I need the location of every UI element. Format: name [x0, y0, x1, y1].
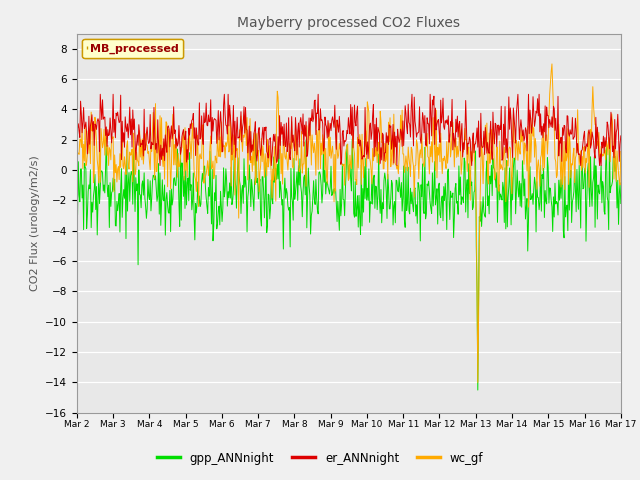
- Y-axis label: CO2 Flux (urology/m2/s): CO2 Flux (urology/m2/s): [29, 156, 40, 291]
- Legend: MB_processed: MB_processed: [83, 39, 183, 58]
- Title: Mayberry processed CO2 Fluxes: Mayberry processed CO2 Fluxes: [237, 16, 460, 30]
- Legend: gpp_ANNnight, er_ANNnight, wc_gf: gpp_ANNnight, er_ANNnight, wc_gf: [152, 447, 488, 469]
